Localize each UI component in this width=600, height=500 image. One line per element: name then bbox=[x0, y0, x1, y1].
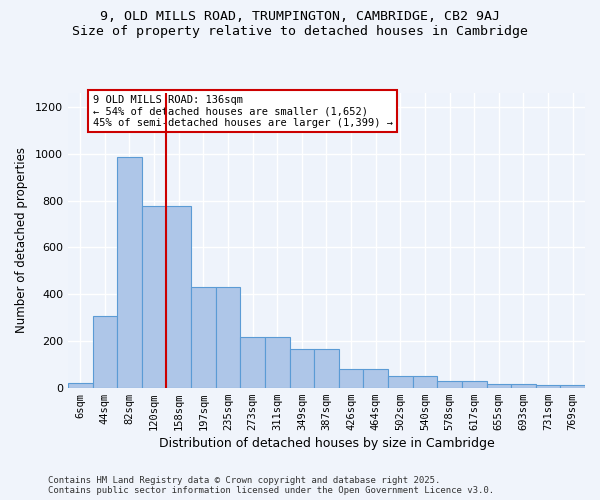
Bar bbox=[437, 380, 462, 388]
Bar bbox=[240, 338, 265, 388]
Bar bbox=[68, 382, 92, 388]
Y-axis label: Number of detached properties: Number of detached properties bbox=[15, 148, 28, 334]
Bar bbox=[462, 380, 487, 388]
Bar bbox=[364, 369, 388, 388]
Bar bbox=[560, 385, 585, 388]
Bar bbox=[191, 287, 215, 388]
Text: 9, OLD MILLS ROAD, TRUMPINGTON, CAMBRIDGE, CB2 9AJ
Size of property relative to : 9, OLD MILLS ROAD, TRUMPINGTON, CAMBRIDG… bbox=[72, 10, 528, 38]
Bar bbox=[290, 349, 314, 388]
Bar bbox=[142, 206, 166, 388]
X-axis label: Distribution of detached houses by size in Cambridge: Distribution of detached houses by size … bbox=[158, 437, 494, 450]
Bar bbox=[339, 369, 364, 388]
Bar bbox=[388, 376, 413, 388]
Bar bbox=[536, 385, 560, 388]
Bar bbox=[314, 349, 339, 388]
Bar bbox=[117, 158, 142, 388]
Text: Contains HM Land Registry data © Crown copyright and database right 2025.
Contai: Contains HM Land Registry data © Crown c… bbox=[48, 476, 494, 495]
Bar bbox=[487, 384, 511, 388]
Bar bbox=[166, 206, 191, 388]
Bar bbox=[413, 376, 437, 388]
Text: 9 OLD MILLS ROAD: 136sqm
← 54% of detached houses are smaller (1,652)
45% of sem: 9 OLD MILLS ROAD: 136sqm ← 54% of detach… bbox=[92, 94, 392, 128]
Bar bbox=[92, 316, 117, 388]
Bar bbox=[511, 384, 536, 388]
Bar bbox=[265, 338, 290, 388]
Bar bbox=[215, 287, 240, 388]
